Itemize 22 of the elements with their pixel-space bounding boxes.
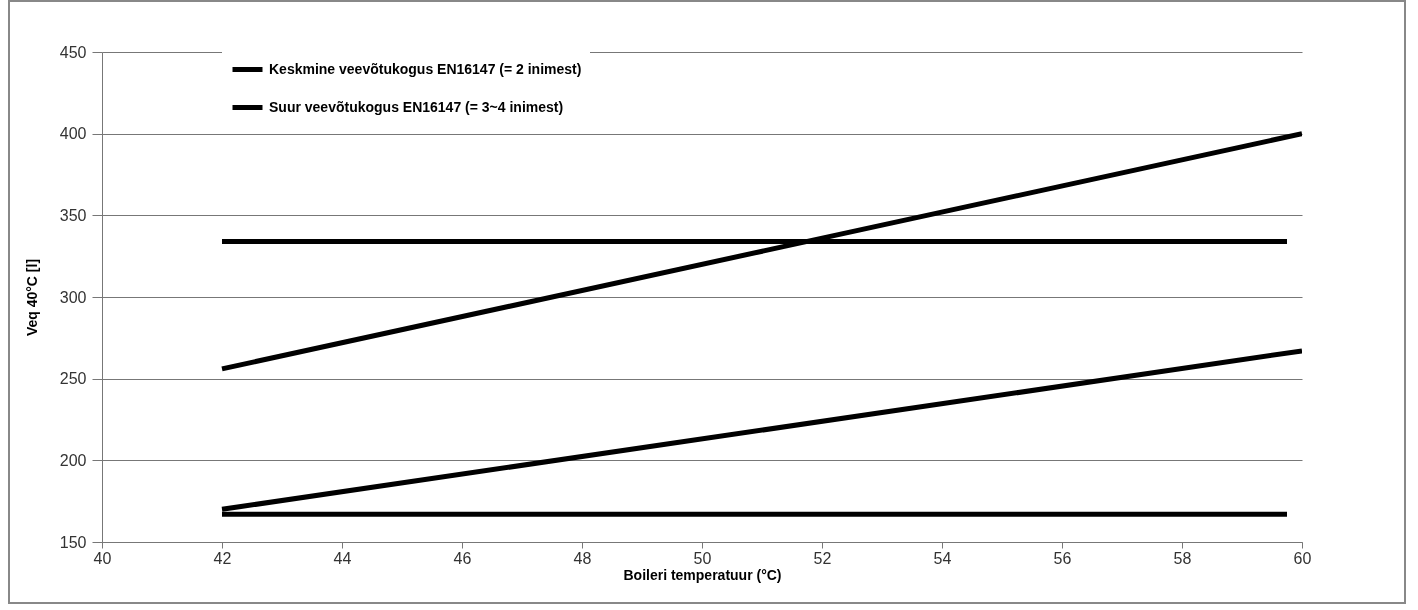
x-tick-label: 60 <box>1293 549 1312 567</box>
legend-label: Keskmine veevõtukogus EN16147 (= 2 inimest) <box>269 60 582 77</box>
legend-label: Suur veevõtukogus EN16147 (= 3~4 inimest) <box>269 98 564 115</box>
x-tick-label: 44 <box>333 549 352 567</box>
y-tick-label: 250 <box>59 370 87 388</box>
y-tick-label: 200 <box>59 451 87 469</box>
x-tick-label: 50 <box>693 549 712 567</box>
x-tick-label: 52 <box>813 549 832 567</box>
y-tick-label: 400 <box>59 125 87 143</box>
x-tick-label: 54 <box>933 549 952 567</box>
y-axis-title: Veq 40°C [l] <box>23 258 40 337</box>
y-tick-label: 300 <box>59 288 87 306</box>
y-tick-label: 350 <box>59 206 87 224</box>
x-tick-label: 42 <box>213 549 232 567</box>
y-tick-label: 450 <box>59 43 87 61</box>
x-axis-title: Boileri temperatuur (°C) <box>623 566 782 583</box>
x-tick-label: 56 <box>1053 549 1072 567</box>
x-tick-label: 58 <box>1173 549 1192 567</box>
x-tick-label: 46 <box>453 549 472 567</box>
x-tick-label: 40 <box>93 549 112 567</box>
x-tick-label: 48 <box>573 549 592 567</box>
y-tick-label: 150 <box>59 533 87 551</box>
